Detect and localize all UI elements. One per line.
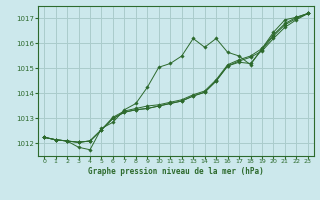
X-axis label: Graphe pression niveau de la mer (hPa): Graphe pression niveau de la mer (hPa) <box>88 167 264 176</box>
